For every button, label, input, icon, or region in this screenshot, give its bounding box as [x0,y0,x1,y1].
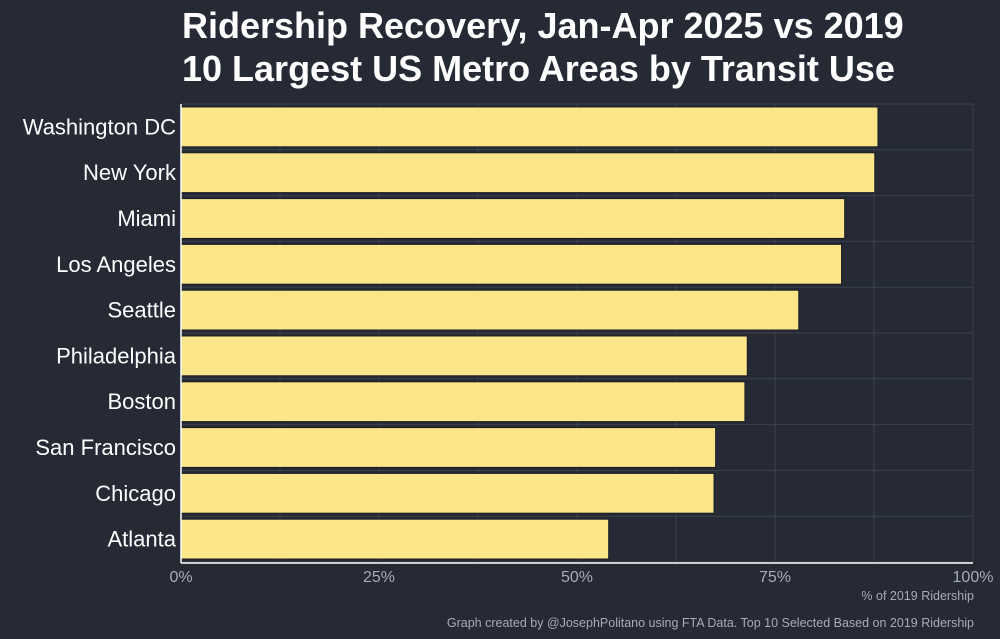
x-tick-label: 50% [561,569,593,586]
source-note: Graph created by @JosephPolitano using F… [446,616,974,630]
bar [180,106,879,148]
bar [180,198,846,239]
bar [180,381,746,423]
y-tick-label: Los Angeles [56,252,176,277]
bar [180,518,610,560]
chart-title-line-2: 10 Largest US Metro Areas by Transit Use [182,48,895,89]
bar [180,152,876,194]
x-tick-label: 75% [759,569,791,586]
bar [180,472,715,514]
y-tick-label: Atlanta [108,527,177,552]
x-tick-label: 100% [953,569,994,586]
y-tick-label: New York [83,160,177,185]
bar [180,427,717,468]
y-tick-label: Chicago [95,481,176,506]
y-tick-label: Washington DC [23,114,176,139]
bar [180,289,800,331]
bar [180,335,748,377]
y-tick-label: Boston [108,389,177,414]
y-tick-label: Philadelphia [56,343,177,368]
bar [180,243,843,285]
x-axis-label: % of 2019 Ridership [861,589,974,603]
chart-title: Ridership Recovery, Jan-Apr 2025 vs 2019… [182,4,904,90]
chart-title-line-1: Ridership Recovery, Jan-Apr 2025 vs 2019 [182,5,904,46]
y-tick-label: San Francisco [35,435,176,460]
x-tick-label: 25% [363,569,395,586]
x-tick-label: 0% [169,569,192,586]
y-tick-label: Seattle [108,298,177,323]
y-tick-label: Miami [117,206,176,231]
